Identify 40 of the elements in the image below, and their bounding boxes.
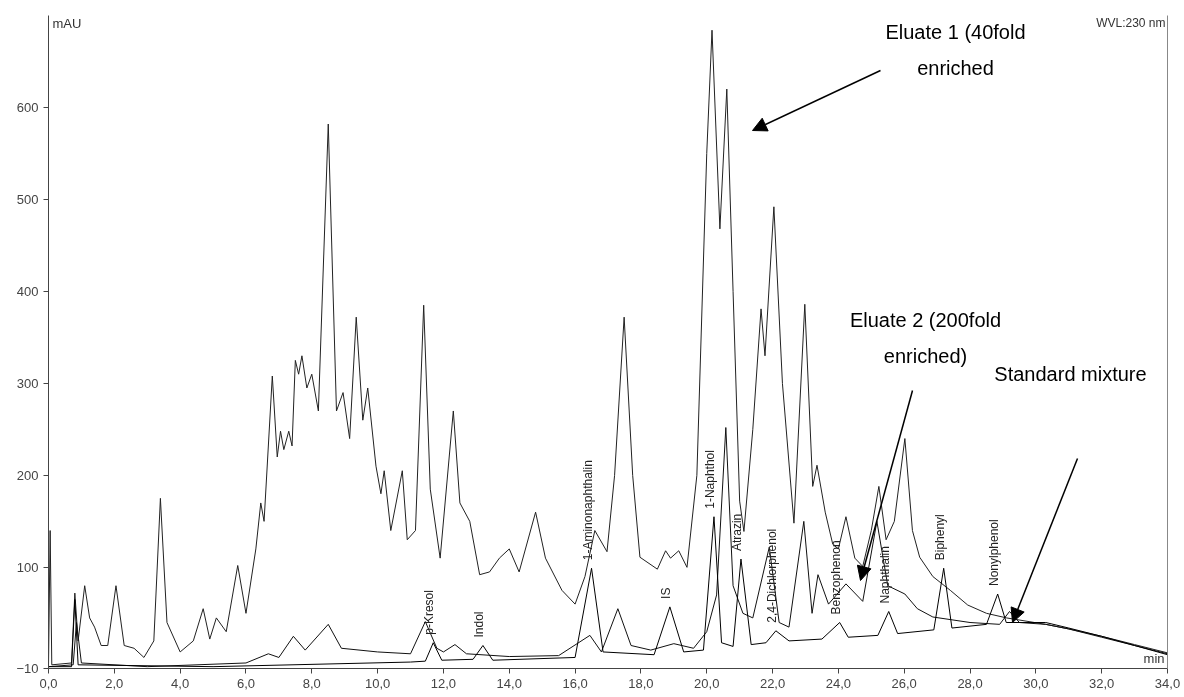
annotation: WVL:230 nm [1096,15,1166,30]
annotation: Atrazin [729,513,744,552]
x-axis-title: min [1143,650,1165,666]
annotation: Eluate 1 (40fold enriched [885,20,1026,79]
x-tick-label: 0,0 [39,675,58,691]
y-axis-title: mAU [52,15,82,31]
annotation: IS [658,587,673,599]
annotation: Naphthalin [877,546,892,604]
x-tick-label: 28,0 [957,675,983,691]
x-tick-label: 16,0 [562,675,588,691]
y-tick-label: −10 [16,661,39,676]
x-tick-label: 26,0 [891,675,917,691]
x-tick-label: 18,0 [628,675,654,691]
x-tick-label: 8,0 [302,675,321,691]
annotation: 1-Naphthol [702,450,717,509]
annotation: p-Kresol [422,590,437,635]
x-tick-label: 12,0 [430,675,457,691]
x-tick-label: 14,0 [496,675,522,691]
x-tick-label: 4,0 [171,675,190,691]
y-tick-label: 400 [16,283,39,299]
annotation: 2,4-Dichlorphenol [764,528,779,623]
annotation: Benzophenon [828,540,843,615]
annotation: Indol [471,611,486,638]
annotation: Nonylphenol [986,519,1001,586]
x-tick-label: 32,0 [1089,675,1115,691]
annotation: Biphenyl [932,514,947,561]
x-tick-label: 6,0 [236,675,256,691]
x-tick-label: 24,0 [825,675,852,691]
x-tick-label: 10,0 [364,675,391,691]
y-tick-label: 100 [16,559,39,575]
y-tick-label: 600 [16,99,39,115]
x-tick-label: 2,0 [105,675,124,691]
x-tick-label: 34,0 [1154,675,1181,691]
y-tick-label: 300 [16,375,39,391]
y-tick-label: 200 [16,467,39,483]
x-tick-label: 20,0 [694,675,720,691]
x-tick-label: 30,0 [1023,675,1049,691]
y-tick-label: 500 [16,191,39,207]
annotation: 1-Aminonaphthalin [580,460,595,561]
x-tick-label: 22,0 [759,675,786,691]
